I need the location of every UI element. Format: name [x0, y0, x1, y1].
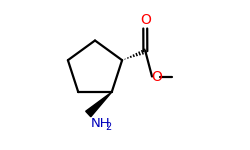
Text: O: O: [151, 70, 162, 84]
Polygon shape: [86, 92, 112, 117]
Text: O: O: [140, 13, 151, 27]
Text: NH: NH: [91, 117, 111, 130]
Text: 2: 2: [106, 122, 112, 132]
